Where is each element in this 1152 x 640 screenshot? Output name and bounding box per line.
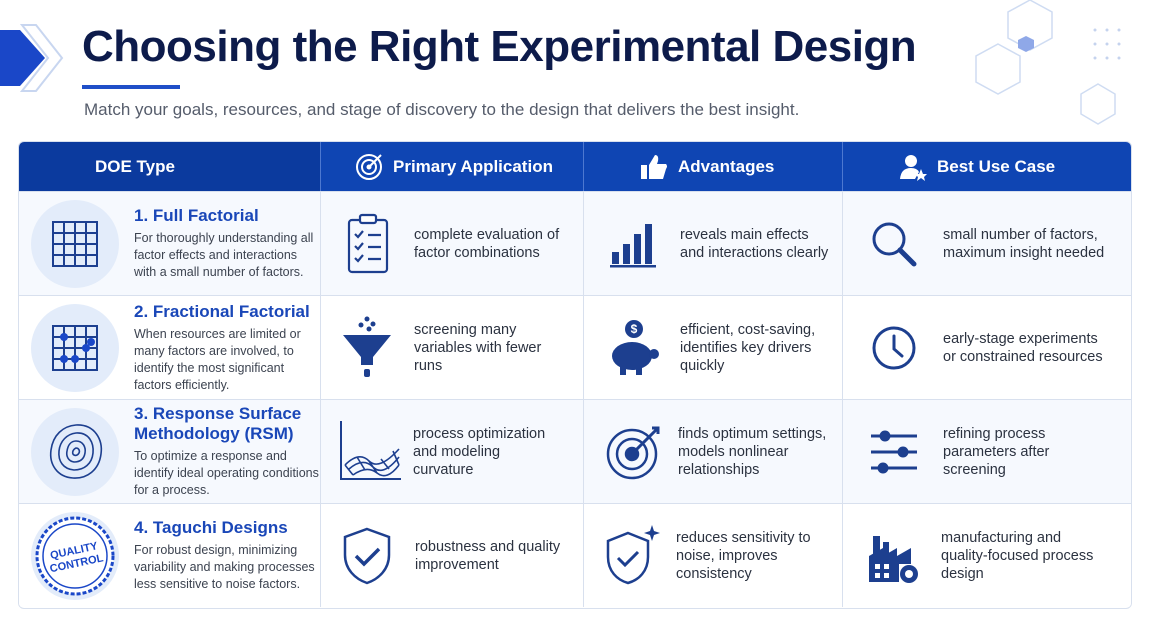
advantages-cell: reduces sensitivity to noise, improves c…: [584, 504, 843, 607]
icon: [49, 424, 103, 479]
doe-type-cell: 3. Response Surface Methodology (RSM) To …: [19, 400, 321, 503]
advantages-cell: $ efficient, cost-saving, identifies key …: [584, 296, 843, 399]
design-description: For robust design, minimizing variabilit…: [134, 543, 315, 591]
header-text: DOE Type: [95, 156, 175, 176]
application-text: complete evaluation of factor combinatio…: [414, 226, 560, 261]
title: Choosing the Right Experimental Design: [82, 22, 917, 71]
application-cell: screening many variables with fewer runs: [321, 296, 584, 399]
icon: QUALITYCONTROL: [35, 516, 115, 596]
advantages-text: finds optimum settings, models nonlinear…: [678, 425, 827, 478]
application-text: process optimization and modeling curvat…: [413, 425, 546, 478]
svg-text:$: $: [631, 322, 638, 336]
advantages-text: reduces sensitivity to noise, improves c…: [676, 529, 811, 582]
application-text: robustness and quality improvement: [415, 538, 561, 573]
icon: [641, 154, 667, 179]
application-text: screening many variables with fewer runs: [414, 321, 542, 374]
icon: [610, 223, 656, 267]
table-row: 1. Full Factorial For thoroughly understa…: [19, 191, 1131, 295]
advantages-text: reveals main effects and interactions cl…: [680, 226, 829, 261]
application-cell: complete evaluation of factor combinatio…: [321, 192, 584, 295]
table-row: 2. Fractional Factorial When resources ar…: [19, 295, 1131, 399]
design-description: When resources are limited or many facto…: [134, 326, 301, 392]
subtitle: Match your goals, resources, and stage o…: [84, 100, 800, 119]
table: DOE Type Primary Application Advantages …: [18, 141, 1132, 609]
icon: [340, 420, 401, 480]
application-cell: process optimization and modeling curvat…: [321, 400, 584, 503]
icon: [343, 527, 391, 584]
icon: [52, 221, 98, 267]
icon: [900, 154, 927, 181]
header-text: Best Use Case: [937, 156, 1056, 176]
icon: [356, 153, 382, 180]
column-header: Advantages: [584, 142, 843, 191]
icon: [872, 326, 916, 369]
icon: [606, 524, 660, 584]
header-text: Primary Application: [393, 156, 553, 176]
doe-type-cell: 1. Full Factorial For thoroughly understa…: [19, 192, 321, 295]
best-use-text: refining process parameters after screen…: [943, 425, 1050, 478]
doe-type-cell: 2. Fractional Factorial When resources ar…: [19, 296, 321, 399]
best-use-text: manufacturing and quality-focused proces…: [941, 529, 1094, 582]
corner-decoration: [0, 24, 64, 92]
best-use-cell: manufacturing and quality-focused proces…: [843, 504, 1131, 607]
doe-type-cell: QUALITYCONTROL 4. Taguchi Designs For rob…: [19, 504, 321, 607]
header-text: Advantages: [678, 156, 775, 176]
best-use-cell: refining process parameters after screen…: [843, 400, 1131, 503]
column-header: Primary Application: [321, 142, 584, 191]
hex-decoration: [975, 0, 1121, 125]
table-row: 3. Response Surface Methodology (RSM) To …: [19, 399, 1131, 503]
design-description: To optimize a response and identify idea…: [134, 449, 319, 497]
icon: [343, 316, 391, 377]
design-title: 4. Taguchi Designs: [134, 518, 288, 537]
advantages-text: efficient, cost-saving, identifies key d…: [680, 321, 816, 374]
best-use-cell: early-stage experiments or constrained r…: [843, 296, 1131, 399]
icon: [871, 430, 917, 473]
application-cell: robustness and quality improvement: [321, 504, 584, 607]
icon-circle: [31, 408, 119, 496]
column-header: DOE Type: [19, 142, 321, 191]
best-use-cell: small number of factors, maximum insight…: [843, 192, 1131, 295]
table-row: QUALITYCONTROL 4. Taguchi Designs For rob…: [19, 503, 1131, 607]
icon: $: [612, 319, 659, 375]
column-header: Best Use Case: [843, 142, 1131, 191]
icon: [347, 213, 389, 273]
icon: [869, 535, 918, 583]
advantages-cell: finds optimum settings, models nonlinear…: [584, 400, 843, 503]
design-title: 3. Response Surface Methodology (RSM): [134, 404, 302, 443]
icon: [872, 222, 917, 266]
advantages-cell: reveals main effects and interactions cl…: [584, 192, 843, 295]
icon: [52, 325, 98, 371]
design-title: 2. Fractional Factorial: [134, 301, 310, 321]
design-title: 1. Full Factorial: [134, 206, 259, 225]
title-underline: [82, 85, 180, 89]
design-description: For thoroughly understanding all factor …: [134, 231, 314, 279]
best-use-text: small number of factors, maximum insight…: [943, 226, 1105, 261]
best-use-text: early-stage experiments or constrained r…: [943, 330, 1103, 365]
icon: [606, 426, 660, 479]
